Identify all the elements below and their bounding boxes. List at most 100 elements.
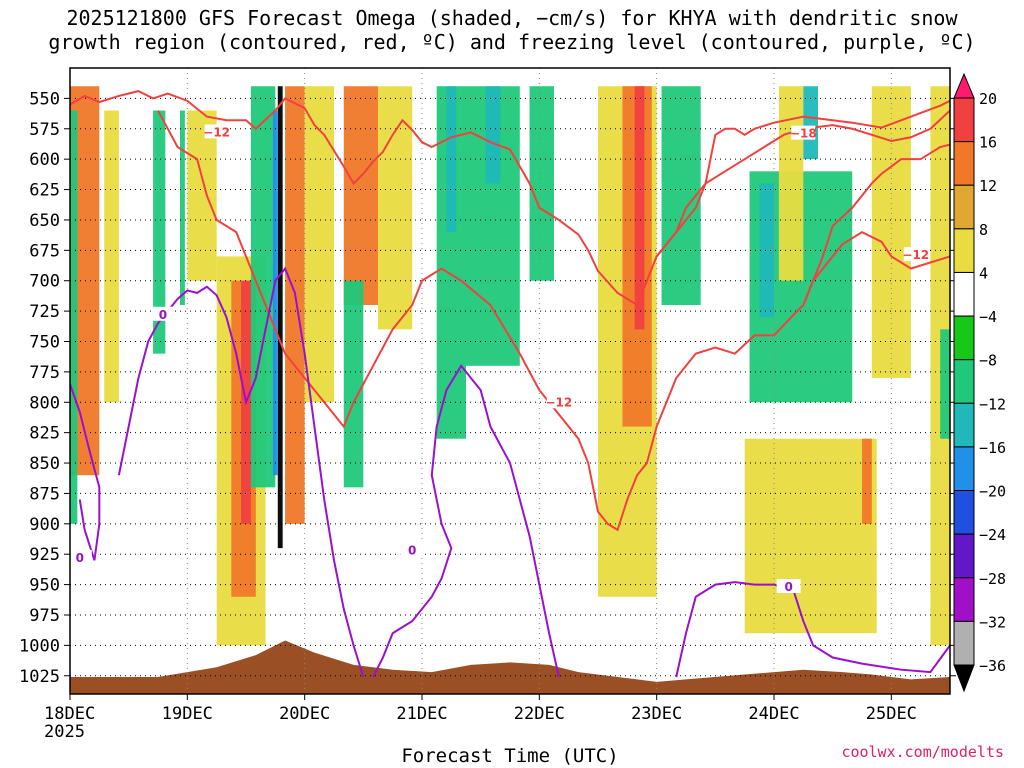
red-contour-label-bg-minus12-left [204,124,229,139]
red-contour-label-bg-minus12-lower [546,394,571,409]
y-tick-label-800: 800 [29,393,60,413]
purple-contour-zero-main [117,266,365,678]
y-tick-label-825: 825 [29,424,60,444]
x-tick-label-23DEC: 23DEC [631,704,682,724]
omega-region-black-19dec [277,86,283,549]
omega-region-yellow-18dec-b [104,110,119,403]
omega-region-green-22dec [529,86,554,281]
colorbar-block-4 [953,271,975,317]
x-tick-label-21DEC: 21DEC [396,704,447,724]
colorbar-block-1 [953,141,975,186]
colorbar-block-2 [953,184,975,230]
y-tick-label-875: 875 [29,484,60,504]
purple-contour-label-zero-main: 0 [159,308,167,322]
x-tick-label-22DEC: 22DEC [514,704,565,724]
chart-title-line2: growth region (contoured, red, ºC) and f… [48,30,976,54]
x-tick-label-19DEC: 19DEC [162,704,213,724]
colorbar-label-4: 4 [979,264,988,282]
red-contour-label-minus12-right: −12 [902,248,929,262]
omega-region-teal-24dec-b [803,86,818,160]
omega-region-green-23dec [661,86,701,306]
omega-region-teal-24dec [759,183,774,318]
y-tick-label-550: 550 [29,89,60,109]
colorbar-block-8 [953,446,975,492]
terrain-ground [70,640,950,694]
omega-region-yellow-25dec [871,86,911,378]
omega-region-yellow-19dec [187,110,217,281]
colorbar-label-0: 20 [979,90,997,108]
x-tick-label-20DEC: 20DEC [279,704,330,724]
colorbar-label-6: −8 [979,352,997,370]
purple-contour-label-bg-zero-main [150,306,175,321]
colorbar-label-7: −12 [979,395,1006,413]
purple-contour-label-bg-zero-right [776,579,801,594]
credit-link[interactable]: coolwx.com/modelts [841,743,1004,761]
y-tick-label-600: 600 [29,150,60,170]
omega-region-yellow-24dec-low [744,438,877,634]
colorbar-block-5 [953,315,975,361]
y-tick-label-625: 625 [29,181,60,201]
plot-frame [69,67,951,695]
y-tick-label-750: 750 [29,332,60,352]
omega-region-yellow-20dec [304,86,334,403]
red-contour-label-minus12-lower: −12 [546,395,573,409]
red-contour-minus12-right [802,230,950,306]
colorbar-block-6 [953,359,975,404]
purple-contour-zero-left [70,383,101,561]
purple-contour-label-zero-right: 0 [784,580,792,594]
red-contour-label-minus18: −18 [790,127,817,141]
colorbar-top-arrow [953,72,975,99]
omega-region-blue-19dec [272,110,278,476]
x-tick-label-18DEC: 18DEC [44,704,95,724]
colorbar-label-2: 12 [979,177,997,195]
omega-region-yellow-24dec [778,86,804,281]
omega-region-green-25dec [940,329,950,439]
colorbar-label-5: −4 [979,308,997,326]
omega-region-green-19dec-b [180,110,185,306]
colorbar-block-9 [953,490,975,535]
purple-contour-label-zero-mid: 0 [408,544,416,558]
colorbar-bottom-arrow [953,664,975,693]
colorbar-block-3 [953,228,975,273]
chart-title: 2025121800 GFS Forecast Omega (shaded, −… [0,6,1024,54]
omega-region-orange-20dec-b [343,86,378,306]
purple-contour-label-zero-left: 0 [76,551,84,565]
purple-contour-zero-mid [372,364,560,678]
colorbar-block-10 [953,533,975,579]
y-tick-label-575: 575 [29,120,60,140]
y-tick-label-675: 675 [29,241,60,261]
colorbar-label-1: 16 [979,134,997,152]
red-contour-minus12-left [70,90,950,307]
colorbar-label-10: −24 [979,526,1006,544]
colorbar-block-11 [953,577,975,622]
colorbar-label-8: −16 [979,439,1006,457]
colorbar-label-9: −20 [979,483,1006,501]
omega-region-orange-20dec [285,86,305,524]
y-tick-label-950: 950 [29,576,60,596]
y-tick-label-1025: 1025 [19,667,60,687]
y-tick-label-975: 975 [29,606,60,626]
red-contour-label-bg-minus12-right [903,247,928,262]
omega-region-teal-21dec-b [485,86,501,184]
y-tick-label-650: 650 [29,211,60,231]
colorbar-label-3: 8 [979,221,988,239]
x-tick-label-25DEC: 25DEC [866,704,917,724]
x-axis-label: Forecast Time (UTC) [401,745,619,767]
omega-region-green-19dec-a [153,110,166,354]
colorbar-label-12: −32 [979,613,1006,631]
chart-title-line1: 2025121800 GFS Forecast Omega (shaded, −… [66,6,958,30]
colorbar-block-12 [953,620,975,666]
red-contour-minus12-lower [157,110,950,532]
x-tick-label-24DEC: 24DEC [748,704,799,724]
x-tick-sublabel-18DEC: 2025 [44,722,85,742]
omega-region-green-20dec [343,280,364,488]
omega-region-orange-24dec [862,438,872,524]
y-tick-label-775: 775 [29,363,60,383]
omega-region-teal-21dec [446,86,457,233]
red-contour-label-minus12-left: −12 [203,125,230,139]
colorbar-label-13: −36 [979,657,1006,675]
colorbar-block-7 [953,402,975,448]
omega-region-green-18dec [70,110,78,524]
purple-contour-label-bg-zero-mid [400,542,425,557]
